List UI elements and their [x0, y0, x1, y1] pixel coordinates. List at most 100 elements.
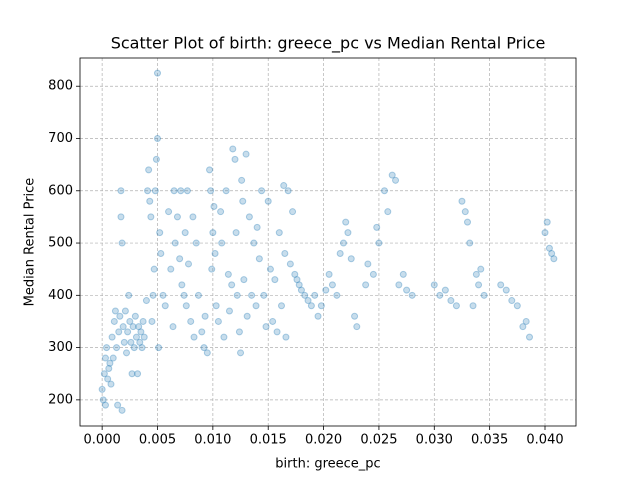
point — [271, 276, 279, 284]
point — [144, 187, 152, 195]
point — [436, 291, 444, 299]
point — [364, 260, 372, 268]
point — [336, 250, 344, 257]
point — [169, 323, 177, 331]
point — [466, 239, 474, 247]
point — [475, 281, 483, 289]
point — [190, 333, 198, 341]
x-tick-label: 0.025 — [360, 433, 397, 448]
point — [137, 328, 145, 336]
point — [340, 239, 347, 247]
point — [526, 333, 533, 341]
point — [154, 135, 161, 142]
point — [108, 333, 116, 341]
point — [217, 208, 225, 216]
point — [125, 291, 133, 299]
point — [304, 297, 312, 305]
point — [152, 155, 160, 163]
point — [127, 338, 135, 346]
point — [101, 401, 109, 409]
point — [176, 255, 184, 263]
point — [187, 317, 195, 325]
point — [373, 223, 381, 231]
point — [301, 291, 309, 299]
point — [464, 218, 471, 226]
point — [543, 218, 551, 226]
point — [307, 302, 315, 310]
y-tick-label: 800 — [48, 79, 73, 94]
point — [111, 307, 119, 315]
point — [128, 370, 136, 378]
point — [203, 349, 211, 357]
point — [380, 187, 388, 195]
point — [117, 213, 125, 221]
point — [545, 244, 553, 252]
point — [208, 265, 216, 273]
point — [212, 302, 220, 310]
point — [214, 317, 222, 325]
point — [232, 229, 240, 237]
point — [260, 291, 268, 299]
point — [159, 291, 167, 299]
point — [375, 239, 383, 247]
point — [235, 328, 243, 336]
point — [124, 328, 132, 336]
point — [344, 229, 352, 237]
x-tick-label: 0.005 — [139, 433, 176, 448]
point — [342, 218, 350, 226]
point — [250, 239, 258, 247]
point — [317, 302, 325, 310]
point — [178, 281, 186, 289]
x-tick-label: 0.040 — [526, 433, 563, 448]
point — [399, 270, 407, 278]
point — [99, 396, 107, 404]
point — [472, 270, 480, 278]
point — [173, 213, 181, 221]
point — [207, 187, 215, 195]
point — [139, 317, 147, 325]
y-tick-label: 400 — [48, 288, 73, 303]
point — [157, 250, 165, 257]
point — [192, 239, 200, 247]
point — [293, 276, 301, 284]
x-tick-label: 0.030 — [416, 433, 453, 448]
point — [134, 370, 142, 378]
point — [109, 354, 117, 362]
point — [106, 359, 114, 367]
point — [519, 323, 527, 331]
point — [347, 255, 355, 263]
point — [224, 270, 232, 278]
point — [209, 229, 217, 237]
point — [311, 291, 319, 299]
point — [200, 344, 208, 352]
point — [295, 281, 303, 289]
point — [228, 281, 236, 289]
point — [198, 328, 206, 336]
point — [145, 166, 153, 174]
point — [548, 250, 556, 257]
point — [117, 187, 125, 195]
point — [248, 291, 256, 299]
point — [126, 317, 134, 325]
point — [201, 312, 209, 320]
point — [280, 182, 288, 190]
y-tick-label: 200 — [48, 392, 73, 407]
point — [461, 208, 469, 216]
x-tick-label: 0.000 — [84, 433, 121, 448]
point — [252, 302, 260, 310]
point — [140, 333, 148, 341]
y-tick-label: 600 — [48, 183, 73, 198]
point — [118, 406, 126, 414]
point — [115, 328, 123, 336]
point — [297, 286, 305, 294]
point — [135, 323, 143, 331]
y-tick-label: 500 — [48, 236, 73, 251]
point — [245, 213, 253, 221]
point — [286, 260, 294, 268]
point — [282, 333, 290, 341]
point — [351, 312, 359, 320]
point — [502, 286, 510, 294]
point — [239, 197, 247, 205]
point — [289, 208, 297, 216]
